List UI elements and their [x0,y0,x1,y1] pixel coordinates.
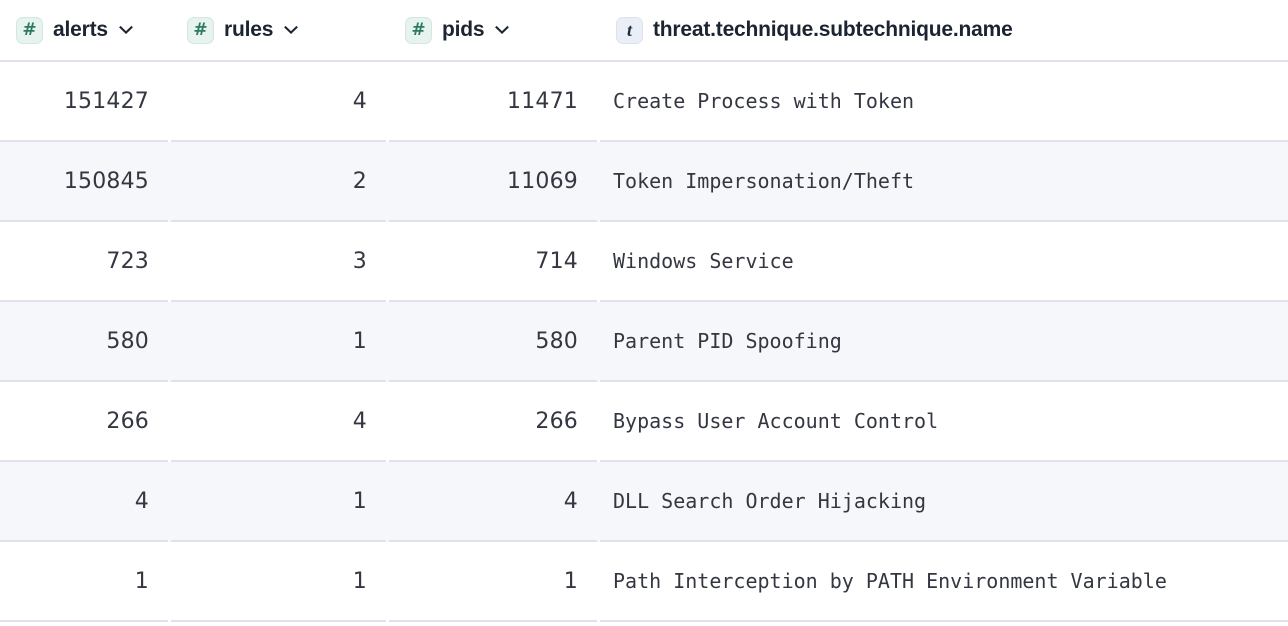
cell-technique[interactable]: Bypass User Account Control [600,382,1288,462]
cell-rules[interactable]: 2 [171,142,386,222]
cell-alerts[interactable]: 151427 [0,62,168,142]
number-type-icon: # [405,16,432,44]
chevron-down-icon-alerts[interactable] [117,21,135,39]
cell-value-alerts: 1 [134,568,149,594]
table-row[interactable]: 151427 4 11471 Create Process with Token [0,62,1288,142]
cell-value-technique: Bypass User Account Control [613,409,939,433]
text-type-icon: t [616,16,643,44]
cell-value-rules: 3 [352,248,367,274]
cell-pids[interactable]: 1 [389,542,597,622]
cell-value-alerts: 266 [106,408,149,434]
data-grid-body: 151427 4 11471 Create Process with Token… [0,62,1288,622]
cell-rules[interactable]: 1 [171,462,386,542]
cell-value-rules: 1 [352,568,367,594]
table-row[interactable]: 266 4 266 Bypass User Account Control [0,382,1288,462]
cell-pids[interactable]: 714 [389,222,597,302]
cell-technique[interactable]: Parent PID Spoofing [600,302,1288,382]
cell-pids[interactable]: 580 [389,302,597,382]
table-row[interactable]: 1 1 1 Path Interception by PATH Environm… [0,542,1288,622]
cell-alerts[interactable]: 266 [0,382,168,462]
cell-rules[interactable]: 1 [171,302,386,382]
table-row[interactable]: 723 3 714 Windows Service [0,222,1288,302]
cell-value-alerts: 150845 [63,168,149,194]
cell-alerts[interactable]: 723 [0,222,168,302]
chevron-down-icon-rules[interactable] [282,21,300,39]
column-header-alerts[interactable]: # alerts [0,0,171,60]
data-grid-header-row: # alerts # rules # pids t threat.techniq… [0,0,1288,62]
table-row[interactable]: 4 1 4 DLL Search Order Hijacking [0,462,1288,542]
chevron-down-icon-pids[interactable] [493,21,511,39]
cell-value-alerts: 723 [106,248,149,274]
cell-technique[interactable]: Windows Service [600,222,1288,302]
cell-value-rules: 1 [352,328,367,354]
number-type-icon: # [187,16,214,44]
cell-technique[interactable]: Create Process with Token [600,62,1288,142]
cell-value-technique: Parent PID Spoofing [613,329,842,353]
cell-value-rules: 4 [352,88,367,114]
cell-rules[interactable]: 1 [171,542,386,622]
cell-value-pids: 4 [563,488,578,514]
cell-rules[interactable]: 4 [171,62,386,142]
cell-value-alerts: 4 [134,488,149,514]
cell-technique[interactable]: Path Interception by PATH Environment Va… [600,542,1288,622]
cell-value-technique: Token Impersonation/Theft [613,169,915,193]
cell-value-technique: Create Process with Token [613,89,915,113]
cell-value-technique: DLL Search Order Hijacking [613,489,927,513]
column-header-label-pids: pids [442,18,485,41]
cell-pids[interactable]: 4 [389,462,597,542]
cell-value-rules: 2 [352,168,367,194]
cell-pids[interactable]: 11069 [389,142,597,222]
number-type-icon: # [16,16,43,44]
cell-value-technique: Path Interception by PATH Environment Va… [613,569,1167,593]
column-header-rules[interactable]: # rules [171,0,389,60]
cell-alerts[interactable]: 150845 [0,142,168,222]
cell-technique[interactable]: DLL Search Order Hijacking [600,462,1288,542]
cell-rules[interactable]: 4 [171,382,386,462]
cell-alerts[interactable]: 4 [0,462,168,542]
cell-rules[interactable]: 3 [171,222,386,302]
cell-value-rules: 1 [352,488,367,514]
cell-value-technique: Windows Service [613,249,794,273]
cell-pids[interactable]: 266 [389,382,597,462]
cell-technique[interactable]: Token Impersonation/Theft [600,142,1288,222]
cell-value-pids: 11471 [507,88,578,114]
cell-pids[interactable]: 11471 [389,62,597,142]
cell-value-pids: 11069 [507,168,578,194]
cell-value-pids: 266 [535,408,578,434]
cell-value-pids: 714 [535,248,578,274]
cell-value-alerts: 580 [106,328,149,354]
cell-alerts[interactable]: 580 [0,302,168,382]
column-header-pids[interactable]: # pids [389,0,600,60]
cell-value-pids: 580 [535,328,578,354]
cell-alerts[interactable]: 1 [0,542,168,622]
cell-value-pids: 1 [563,568,578,594]
cell-value-rules: 4 [352,408,367,434]
column-header-label-alerts: alerts [53,18,108,41]
column-header-technique[interactable]: t threat.technique.subtechnique.name [600,0,1288,60]
cell-value-alerts: 151427 [63,88,149,114]
column-header-label-technique: threat.technique.subtechnique.name [653,18,1013,41]
table-row[interactable]: 580 1 580 Parent PID Spoofing [0,302,1288,382]
column-header-label-rules: rules [224,18,274,41]
table-row[interactable]: 150845 2 11069 Token Impersonation/Theft [0,142,1288,222]
